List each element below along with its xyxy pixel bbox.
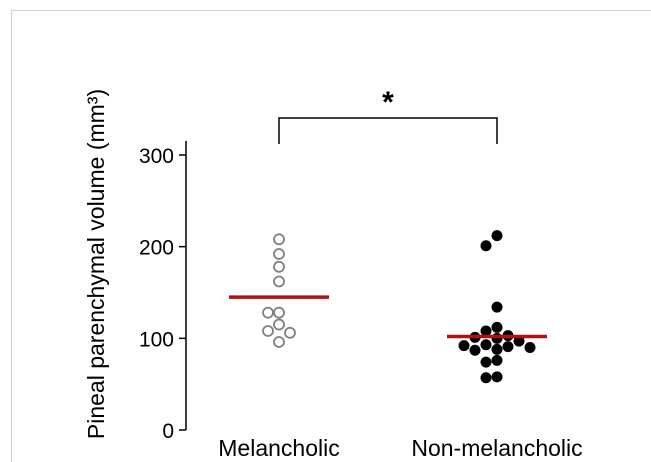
category-labels: Melancholic Non-melancholic: [218, 435, 582, 461]
filled-data-point: [491, 343, 503, 355]
y-tick-label: 0: [162, 420, 174, 443]
open-data-point: [273, 318, 285, 331]
y-tick-label: 100: [139, 328, 174, 351]
filled-data-point: [480, 325, 492, 337]
filled-data-point: [502, 341, 514, 353]
open-data-point: [262, 306, 274, 319]
filled-data-point: [491, 354, 503, 366]
filled-data-point: [480, 240, 492, 252]
open-data-point: [262, 325, 274, 337]
significance-bracket-line: [278, 117, 498, 144]
filled-data-point: [480, 356, 492, 368]
open-data-point: [284, 326, 296, 339]
open-data-point: [273, 306, 285, 319]
filled-data-point: [469, 344, 481, 356]
mean-lines: [229, 295, 547, 339]
significance-bracket: *: [278, 86, 498, 144]
y-tick-label: 200: [139, 237, 174, 260]
y-tick-label: 300: [139, 145, 174, 168]
significance-asterisk: *: [382, 86, 394, 119]
filled-data-point: [491, 371, 503, 383]
y-axis-label: Pineal parenchymal volume (mm³): [83, 89, 109, 439]
open-data-point: [273, 336, 285, 348]
filled-data-point: [524, 342, 536, 353]
open-data-point: [273, 233, 285, 246]
data-points: [262, 230, 536, 384]
x-category-label: Melancholic: [218, 435, 339, 461]
filled-data-point: [491, 301, 503, 313]
filled-data-point: [458, 340, 470, 352]
open-data-point: [273, 275, 285, 288]
open-data-point: [273, 248, 285, 260]
filled-data-point: [491, 321, 503, 333]
figure-frame: [11, 10, 651, 462]
x-category-label: Non-melancholic: [411, 435, 582, 461]
filled-data-point: [480, 339, 492, 351]
y-axis-ticks: 0 100 200 300: [139, 145, 186, 443]
filled-data-point: [491, 230, 503, 242]
open-data-point: [273, 260, 285, 273]
filled-data-point: [480, 372, 492, 384]
